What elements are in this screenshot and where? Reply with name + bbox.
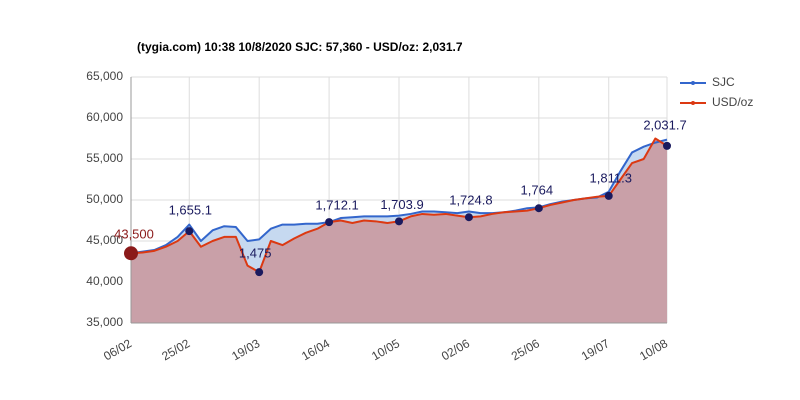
point-marker <box>604 191 613 200</box>
y-tick-label: 50,000 <box>86 192 123 206</box>
series-area <box>131 138 667 323</box>
annotation: 43,500 <box>114 227 154 242</box>
legend-label: USD/oz <box>712 95 753 109</box>
annotation: 1,724.8 <box>449 193 492 208</box>
y-tick-label: 55,000 <box>86 151 123 165</box>
legend-swatch <box>691 101 695 105</box>
chart-title: (tygia.com) 10:38 10/8/2020 SJC: 57,360 … <box>137 40 463 54</box>
annotation: 1,811.3 <box>590 170 632 185</box>
y-tick-label: 40,000 <box>86 274 123 288</box>
point-marker <box>534 204 543 213</box>
annotation: 2,031.7 <box>643 117 686 132</box>
point-marker <box>325 218 334 227</box>
y-tick-label: 60,000 <box>86 110 123 124</box>
point-marker <box>395 217 403 226</box>
point-marker <box>663 141 671 150</box>
y-tick-label: 35,000 <box>86 315 123 329</box>
annotation: 1,475 <box>239 246 272 261</box>
annotation: 1,703.9 <box>380 197 423 212</box>
point-marker <box>464 213 473 222</box>
point-marker <box>255 268 264 277</box>
annotation: 1,764 <box>521 183 554 198</box>
y-tick-label: 65,000 <box>86 69 123 83</box>
y-tick-label: 45,000 <box>86 233 123 247</box>
legend-swatch <box>691 81 695 85</box>
point-marker <box>124 246 138 261</box>
annotation: 1,712.1 <box>315 198 358 213</box>
point-marker <box>185 227 194 236</box>
legend-label: SJC <box>712 75 735 89</box>
annotation: 1,655.1 <box>169 203 212 218</box>
